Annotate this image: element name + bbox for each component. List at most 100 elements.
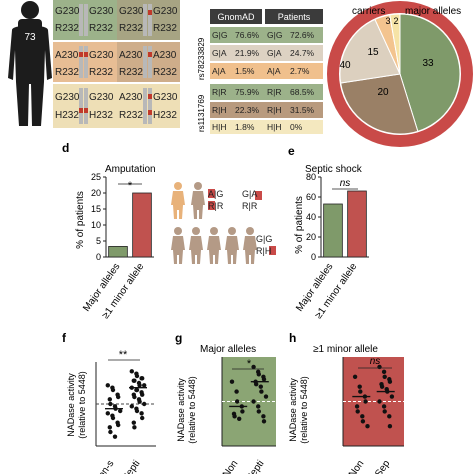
panel-f-point <box>116 394 121 400</box>
geno-2e: A230 <box>119 50 143 61</box>
panel-f-point <box>134 408 140 414</box>
pie-slice-3 <box>339 18 401 84</box>
panel-g-letter: g <box>175 331 182 345</box>
geno-1e: G230 <box>119 6 144 17</box>
panel-f-point <box>112 434 118 439</box>
geno-3c: G230 <box>89 92 114 103</box>
panel-f-point <box>105 383 111 388</box>
panel-f-point <box>137 399 142 404</box>
cell-p-5: R|H <box>267 105 282 115</box>
panel-h-point <box>355 409 360 414</box>
panel-g-cat1: Non <box>221 458 241 474</box>
geno-3e: A230 <box>119 92 143 103</box>
panel-e-tick-label: 20 <box>306 232 316 242</box>
panel-f-point <box>134 387 140 393</box>
cell-gv-3: 1.5% <box>235 66 255 76</box>
cell-g-5: R|H <box>212 105 227 115</box>
pie-chart: carriers major alleles 40 33 20 15 3 2 <box>327 1 473 147</box>
panel-h-point <box>360 419 366 424</box>
legend-g2: G|A <box>242 189 257 199</box>
panel-g-point <box>263 394 269 399</box>
panel-d-tick-label: 15 <box>91 204 101 214</box>
panel-e-tick-label: 0 <box>311 252 316 262</box>
cell-pv-1: 72.6% <box>290 30 315 40</box>
cell-pv-5: 31.5% <box>290 105 315 115</box>
panel-d-letter: d <box>62 141 69 155</box>
panel-h-point <box>358 389 363 394</box>
cell-gv-2: 21.9% <box>235 48 260 58</box>
panel-h-letter: h <box>289 331 296 345</box>
panel-f-point <box>132 394 137 400</box>
panel-f-point <box>129 369 134 374</box>
person-grey <box>191 182 205 219</box>
panel-f-point <box>142 401 147 407</box>
panel-d-tick-label: 0 <box>96 252 101 262</box>
panel-d-tick-label: 5 <box>96 236 101 246</box>
legend-r1: R|R <box>208 201 224 211</box>
slice-label-33: 33 <box>422 58 434 69</box>
panel-g-point <box>258 384 263 389</box>
geno-3g: G230 <box>153 92 178 103</box>
geno-1g: G230 <box>153 6 178 17</box>
cell-gv-4: 75.9% <box>235 87 260 97</box>
panel-g-point <box>254 381 259 387</box>
panel-f-point <box>142 383 147 388</box>
variant-marks <box>79 10 152 115</box>
panel-f-sig: ** <box>119 349 128 361</box>
panel-d-title: Amputation <box>105 164 156 175</box>
panel-d-sig: * <box>128 180 133 192</box>
cell-p-4: R|R <box>267 87 282 97</box>
panel-e-sig: ns <box>340 178 351 189</box>
cell-p-3: A|A <box>267 66 281 76</box>
cell-p-2: G|A <box>267 48 282 58</box>
panel-f-point <box>134 373 140 379</box>
panel-e-ylabel: % of patients <box>294 196 305 254</box>
pie-slice-2 <box>340 73 419 135</box>
panel-f-point <box>107 397 113 402</box>
cell-p-1: G|G <box>267 30 282 40</box>
panel-h-point <box>387 379 393 384</box>
geno-3h: H232 <box>153 110 177 121</box>
panel-h-point <box>387 414 392 419</box>
cell-gv-5: 22.3% <box>235 105 260 115</box>
panel-g-sig: * <box>247 358 252 370</box>
panel-g-point <box>259 389 264 394</box>
panel-g-point <box>251 364 256 370</box>
table-row <box>210 63 323 79</box>
body-count: 73 <box>24 32 36 43</box>
slice-label-3: 3 <box>385 16 390 26</box>
panel-d-bar-2 <box>132 192 152 258</box>
panel-g-title: Major alleles <box>200 344 256 355</box>
panel-f-plot <box>95 362 156 447</box>
table-row <box>210 120 323 134</box>
panel-h-point <box>377 399 382 404</box>
header-patients: Patients <box>278 12 311 22</box>
panel-f-ylabel-1: NADase activity <box>66 373 76 437</box>
panel-f-point <box>132 425 137 430</box>
panel-f-point <box>132 378 137 383</box>
geno-2h: R232 <box>153 67 177 78</box>
genotype-row-3-bg <box>53 84 180 128</box>
panel-f-point <box>107 425 113 430</box>
panel-h-ylabel-2: (relative to 5448) <box>299 376 309 444</box>
cell-gv-1: 76.6% <box>235 30 260 40</box>
header-gnomad: GnomAD <box>217 12 255 22</box>
label-carriers: carriers <box>352 6 385 17</box>
panel-f-point <box>139 411 144 416</box>
panel-f-cat2: Septi <box>120 458 142 474</box>
panel-h-plot <box>342 357 404 447</box>
people-row <box>171 227 257 264</box>
panel-h-point <box>381 369 387 375</box>
cell-pv-4: 68.5% <box>290 87 315 97</box>
panel-h-point <box>357 384 362 389</box>
panel-g-point <box>261 414 266 419</box>
panel-g-point <box>256 372 261 377</box>
panel-g-point <box>240 409 245 414</box>
geno-3f: R232 <box>119 110 143 121</box>
panel-h-cat1: Non <box>347 458 367 474</box>
panel-e-tick-label: 60 <box>306 192 316 202</box>
panel-f-point <box>131 420 136 425</box>
geno-2b: R232 <box>55 67 79 78</box>
panel-h-point <box>389 394 395 399</box>
